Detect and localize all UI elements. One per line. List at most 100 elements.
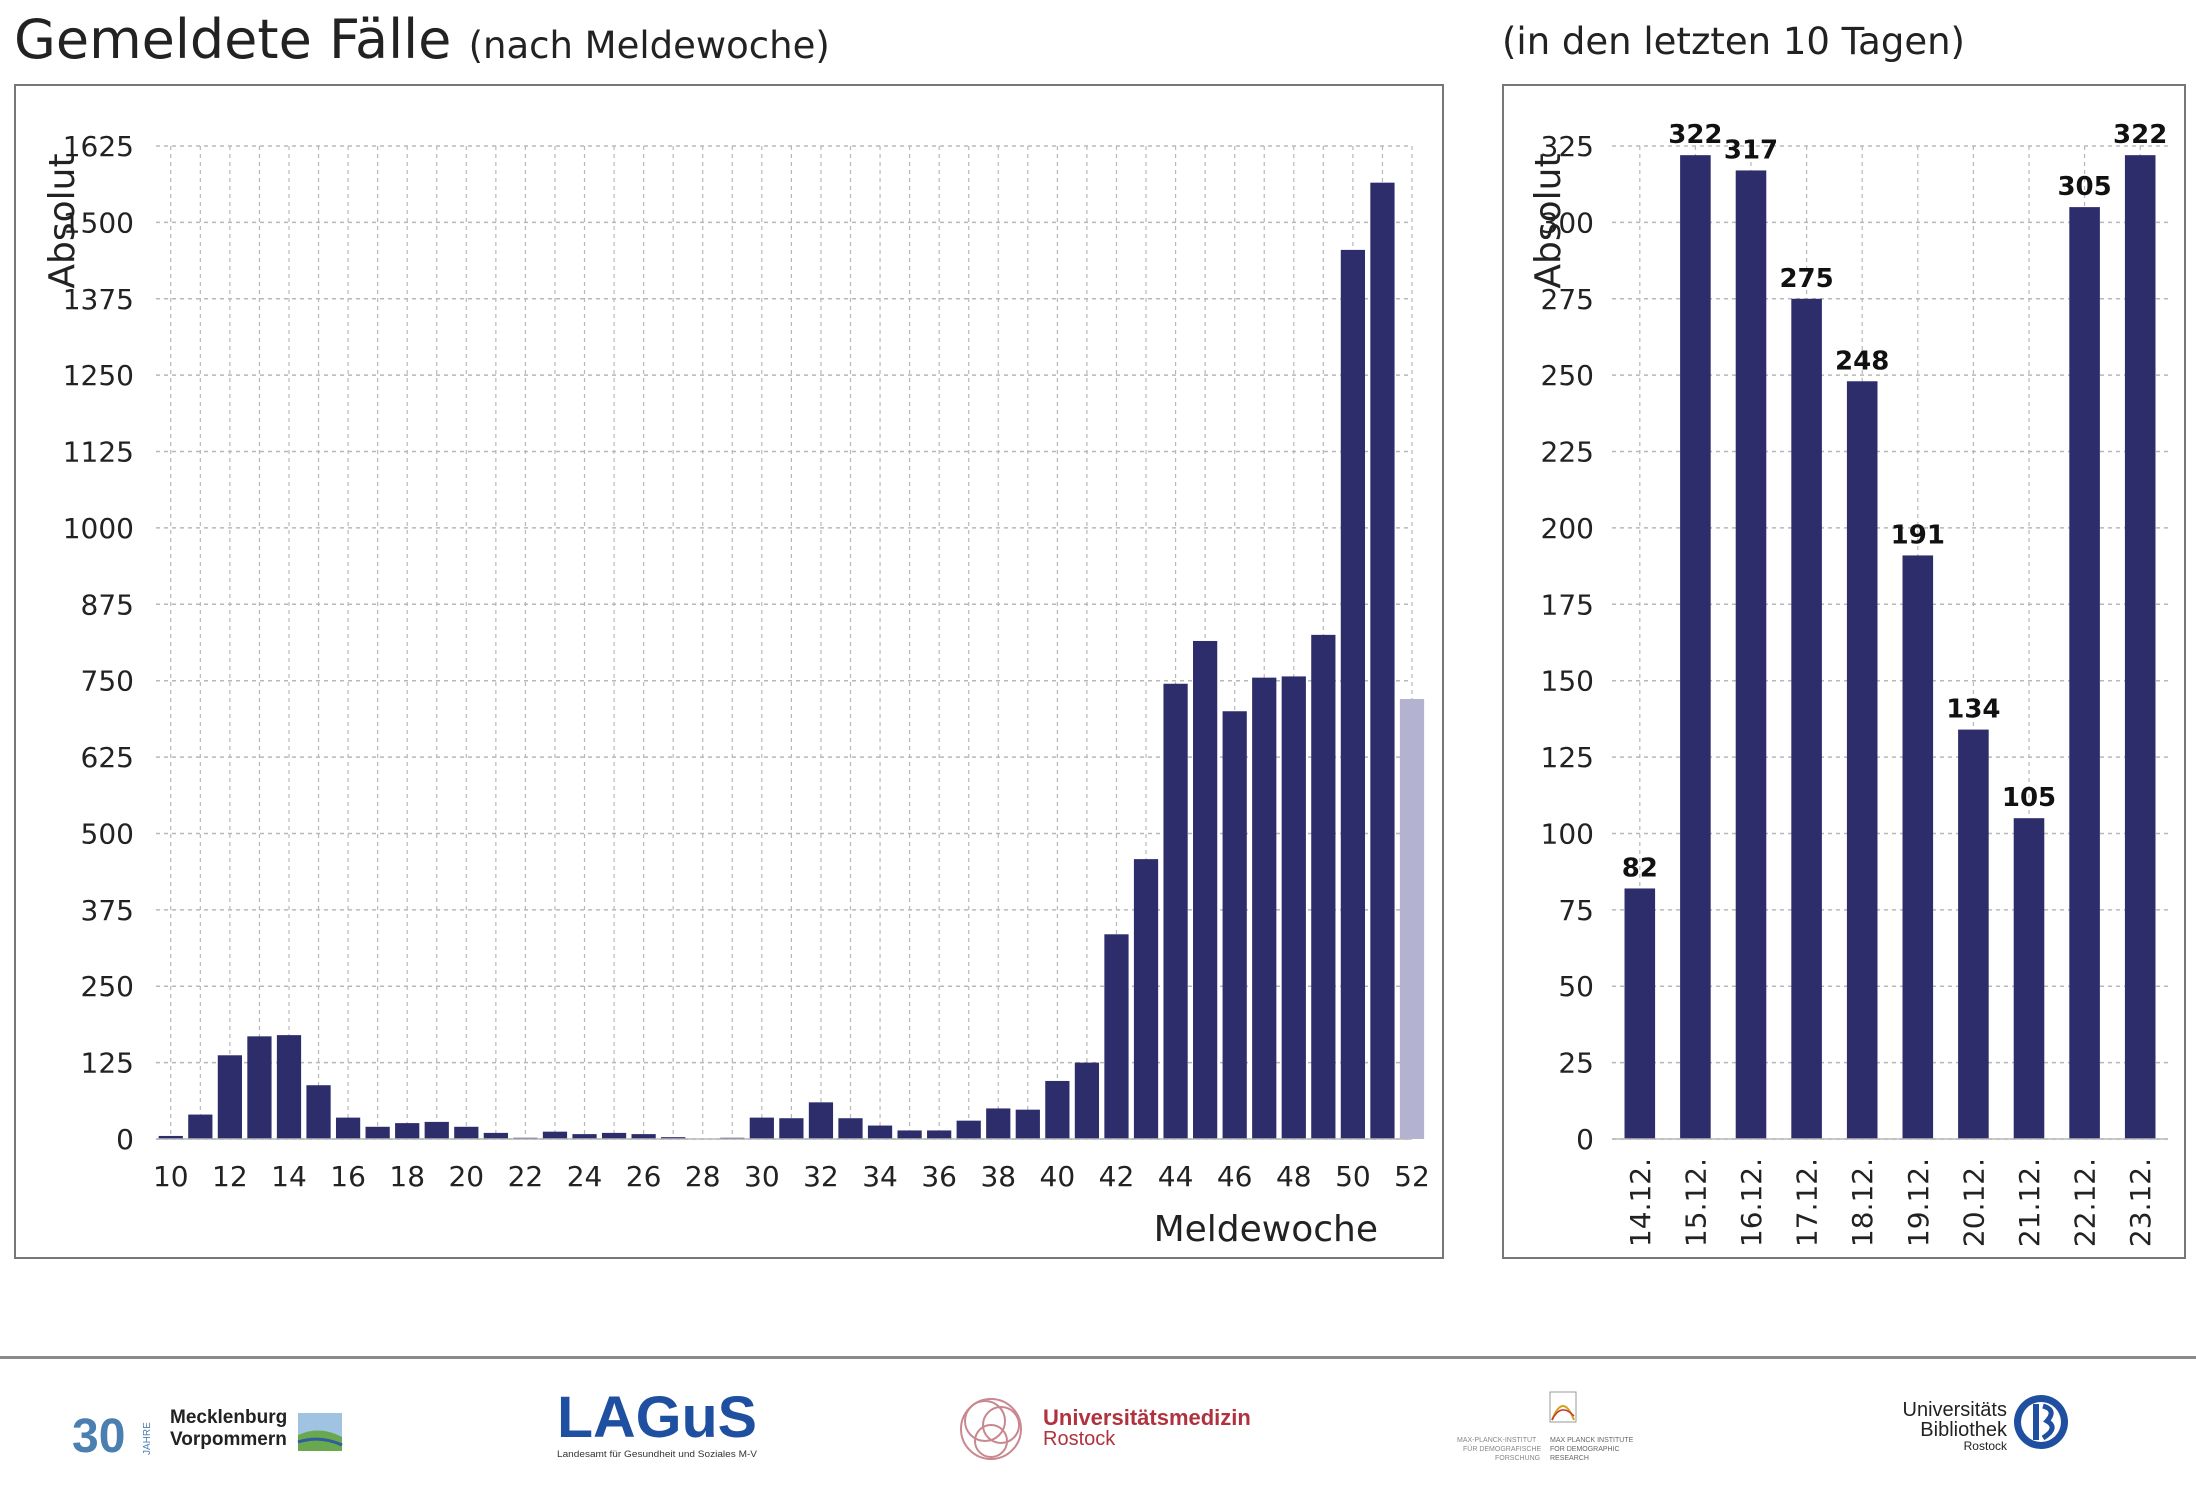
- page-title: Gemeldete Fälle (nach Meldewoche): [14, 8, 830, 71]
- bar: [661, 1137, 686, 1139]
- bar: [247, 1036, 272, 1139]
- y-tick-label: 1625: [63, 130, 134, 163]
- x-tick-label: 34: [862, 1160, 898, 1193]
- x-axis-title: Meldewoche: [1154, 1209, 1378, 1250]
- y-tick-label: 1125: [63, 436, 134, 469]
- y-tick-label: 225: [1541, 436, 1594, 469]
- bar: [158, 1135, 183, 1139]
- x-tick-label: 26: [626, 1160, 662, 1193]
- mv-logo-line2: Vorpommern: [170, 1429, 287, 1450]
- y-axis-title: Absolut: [42, 153, 83, 288]
- ub-emblem-icon: [2014, 1395, 2068, 1449]
- bar: [1074, 1062, 1100, 1139]
- bar: [365, 1126, 390, 1139]
- data-label: 275: [1779, 264, 1833, 294]
- ub-logo-line3: Rostock: [1964, 1439, 2008, 1453]
- mpi-logo-right1: MAX PLANCK INSTITUTE: [1550, 1437, 1634, 1444]
- bar: [1163, 683, 1188, 1139]
- y-tick-label: 1500: [63, 206, 134, 239]
- ub-logo-line1: Universitäts: [1903, 1399, 2007, 1421]
- mv-logo: 30 JAHRE Mecklenburg Vorpommern: [70, 1395, 360, 1465]
- bar: [1045, 1080, 1070, 1139]
- x-tick-label: 40: [1040, 1160, 1076, 1193]
- x-tick-label: 42: [1099, 1160, 1135, 1193]
- bar: [1340, 249, 1366, 1140]
- y-tick-label: 1000: [63, 512, 134, 545]
- bar: [217, 1055, 242, 1139]
- y-tick-label: 125: [81, 1047, 134, 1080]
- x-tick-label: 28: [685, 1160, 721, 1193]
- y-tick-label: 500: [81, 817, 134, 850]
- bar: [1791, 298, 1822, 1139]
- bar: [1015, 1109, 1040, 1139]
- mv-flag-icon: [297, 1413, 343, 1451]
- y-tick-label: 150: [1541, 665, 1594, 698]
- x-tick-label: 21.12.: [2013, 1158, 2046, 1247]
- weekly-cases-chart: 0125250375500625750875100011251250137515…: [42, 130, 1430, 1250]
- bar: [483, 1132, 508, 1139]
- bar: [986, 1108, 1011, 1139]
- bar: [867, 1125, 893, 1139]
- bar: [1193, 640, 1218, 1139]
- data-label: 317: [1724, 135, 1778, 165]
- bar: [1680, 155, 1711, 1140]
- y-tick-label: 750: [81, 665, 134, 698]
- unimedizin-logo-line2: Rostock: [1043, 1428, 1116, 1450]
- x-tick-label: 38: [980, 1160, 1016, 1193]
- data-label: 105: [2002, 783, 2056, 813]
- y-tick-label: 50: [1558, 970, 1594, 1003]
- bar: [1846, 381, 1878, 1139]
- bar: [1104, 934, 1129, 1139]
- bar: [2069, 207, 2100, 1140]
- x-tick-label: 24: [567, 1160, 603, 1193]
- x-tick-label: 52: [1394, 1160, 1430, 1193]
- y-tick-label: 100: [1541, 817, 1594, 850]
- bar: [276, 1035, 302, 1139]
- unimedizin-logo: Universitätsmedizin Rostock: [955, 1385, 1255, 1475]
- data-label: 134: [1946, 695, 2000, 725]
- x-tick-label: 50: [1335, 1160, 1371, 1193]
- chart-title: Gemeldete Fälle: [14, 8, 452, 71]
- x-tick-label: 17.12.: [1791, 1158, 1824, 1247]
- right-chart-title: (in den letzten 10 Tagen): [1502, 20, 1965, 63]
- x-tick-label: 16.12.: [1735, 1158, 1768, 1247]
- unimedizin-logo-line1: Universitätsmedizin: [1043, 1405, 1251, 1430]
- y-tick-label: 0: [116, 1123, 134, 1156]
- chart-subtitle: (nach Meldewoche): [468, 24, 830, 67]
- bar: [2013, 818, 2045, 1139]
- mpi-logo-right3: RESEARCH: [1550, 1455, 1589, 1462]
- bar: [1311, 634, 1336, 1139]
- x-tick-label: 23.12.: [2124, 1158, 2157, 1247]
- x-tick-label: 30: [744, 1160, 780, 1193]
- x-tick-label: 18: [389, 1160, 425, 1193]
- y-tick-label: 175: [1541, 588, 1594, 621]
- bar: [1222, 711, 1247, 1139]
- y-tick-label: 1250: [63, 359, 134, 392]
- bar: [956, 1120, 981, 1139]
- mpi-emblem-icon: [1549, 1391, 1577, 1423]
- data-label: 322: [2113, 120, 2167, 150]
- bar: [1735, 170, 1767, 1139]
- bar: [927, 1130, 952, 1139]
- ub-logo: Universitäts Bibliothek Rostock: [1895, 1390, 2095, 1470]
- x-tick-label: 20.12.: [1957, 1158, 1990, 1247]
- mpi-logo-left2: FÜR DEMOGRAFISCHE: [1463, 1445, 1542, 1453]
- bar: [838, 1118, 863, 1139]
- bar: [572, 1134, 597, 1139]
- x-tick-label: 18.12.: [1846, 1158, 1879, 1247]
- x-tick-label: 10: [153, 1160, 189, 1193]
- bar: [1281, 676, 1306, 1139]
- bar: [808, 1102, 834, 1139]
- x-tick-label: 48: [1276, 1160, 1312, 1193]
- x-tick-label: 20: [448, 1160, 484, 1193]
- mv-logo-number: 30: [72, 1410, 125, 1463]
- x-tick-label: 22: [508, 1160, 544, 1193]
- x-tick-label: 19.12.: [1902, 1158, 1935, 1247]
- x-tick-label: 46: [1217, 1160, 1253, 1193]
- unimedizin-emblem-icon: [960, 1398, 1022, 1460]
- y-tick-label: 325: [1541, 130, 1594, 163]
- bar: [424, 1121, 449, 1139]
- bar: [1958, 729, 1989, 1139]
- bar: [542, 1131, 568, 1139]
- bar: [1902, 555, 1934, 1139]
